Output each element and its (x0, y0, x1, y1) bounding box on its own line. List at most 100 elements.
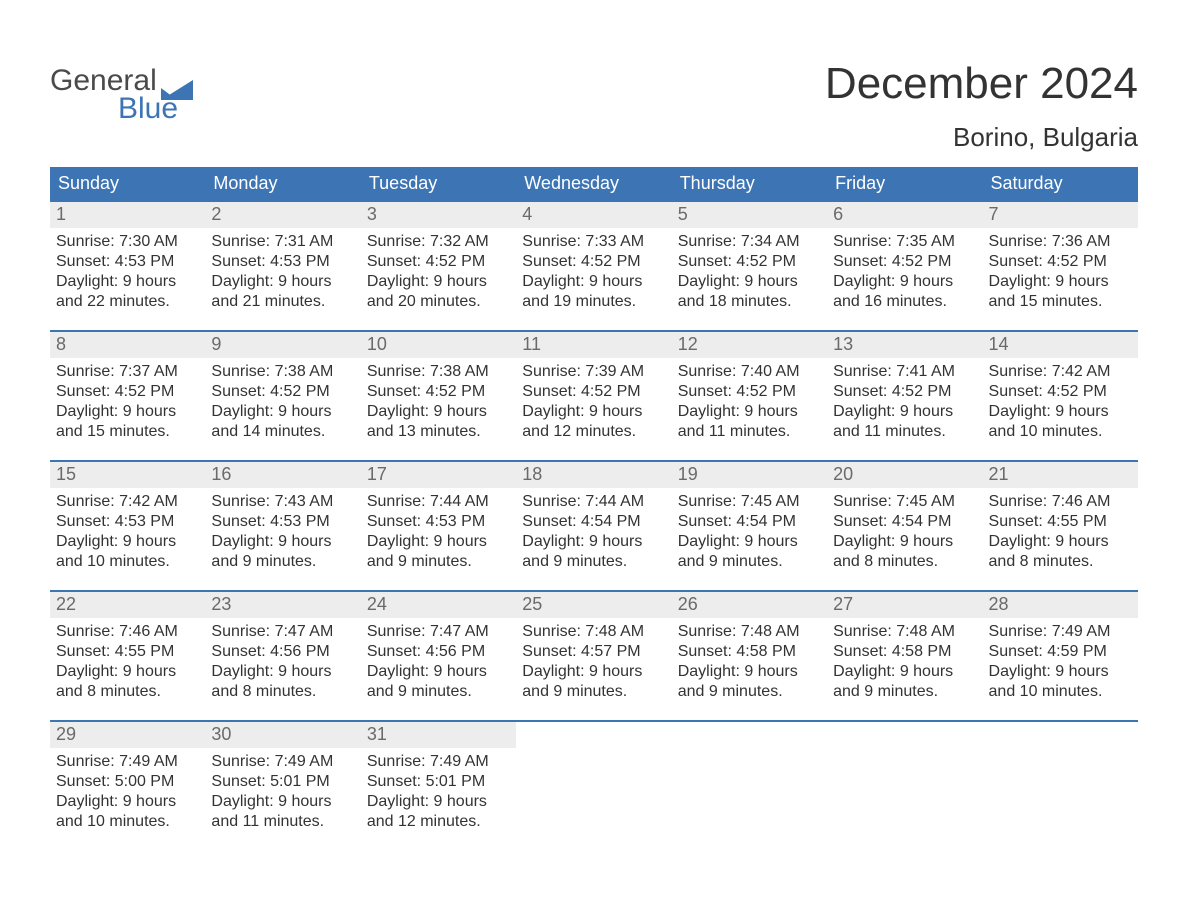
sunset-line: Sunset: 4:56 PM (367, 642, 510, 662)
day-number: 28 (983, 592, 1138, 618)
sunrise-line: Sunrise: 7:35 AM (833, 232, 976, 252)
sunset-line: Sunset: 5:00 PM (56, 772, 199, 792)
sunrise-line: Sunrise: 7:47 AM (367, 622, 510, 642)
daylight-line: Daylight: 9 hours and 20 minutes. (367, 272, 510, 312)
day-number: 14 (983, 332, 1138, 358)
sunset-line: Sunset: 4:52 PM (367, 252, 510, 272)
calendar-cell: 12Sunrise: 7:40 AMSunset: 4:52 PMDayligh… (672, 331, 827, 461)
daylight-line: Daylight: 9 hours and 9 minutes. (678, 532, 821, 572)
day-details: Sunrise: 7:46 AMSunset: 4:55 PMDaylight:… (50, 618, 205, 708)
sunset-line: Sunset: 4:56 PM (211, 642, 354, 662)
calendar-cell: 23Sunrise: 7:47 AMSunset: 4:56 PMDayligh… (205, 591, 360, 721)
sunset-line: Sunset: 4:52 PM (522, 252, 665, 272)
flag-icon (161, 76, 193, 96)
daylight-line: Daylight: 9 hours and 10 minutes. (989, 662, 1132, 702)
daylight-line: Daylight: 9 hours and 14 minutes. (211, 402, 354, 442)
calendar-cell: 1Sunrise: 7:30 AMSunset: 4:53 PMDaylight… (50, 201, 205, 331)
calendar-cell: 26Sunrise: 7:48 AMSunset: 4:58 PMDayligh… (672, 591, 827, 721)
day-number: 11 (516, 332, 671, 358)
sunrise-line: Sunrise: 7:37 AM (56, 362, 199, 382)
calendar-cell: 10Sunrise: 7:38 AMSunset: 4:52 PMDayligh… (361, 331, 516, 461)
day-details: Sunrise: 7:49 AMSunset: 5:00 PMDaylight:… (50, 748, 205, 838)
sunrise-line: Sunrise: 7:48 AM (833, 622, 976, 642)
day-details: Sunrise: 7:44 AMSunset: 4:53 PMDaylight:… (361, 488, 516, 578)
day-number: 3 (361, 202, 516, 228)
day-details: Sunrise: 7:40 AMSunset: 4:52 PMDaylight:… (672, 358, 827, 448)
calendar-cell: 21Sunrise: 7:46 AMSunset: 4:55 PMDayligh… (983, 461, 1138, 591)
sunset-line: Sunset: 4:54 PM (522, 512, 665, 532)
day-number: 7 (983, 202, 1138, 228)
calendar-cell: 3Sunrise: 7:32 AMSunset: 4:52 PMDaylight… (361, 201, 516, 331)
day-details: Sunrise: 7:36 AMSunset: 4:52 PMDaylight:… (983, 228, 1138, 318)
sunrise-line: Sunrise: 7:38 AM (367, 362, 510, 382)
page-title: December 2024 (825, 60, 1138, 108)
day-details: Sunrise: 7:37 AMSunset: 4:52 PMDaylight:… (50, 358, 205, 448)
calendar-cell: 18Sunrise: 7:44 AMSunset: 4:54 PMDayligh… (516, 461, 671, 591)
day-details: Sunrise: 7:35 AMSunset: 4:52 PMDaylight:… (827, 228, 982, 318)
sunset-line: Sunset: 4:58 PM (678, 642, 821, 662)
sunrise-line: Sunrise: 7:42 AM (989, 362, 1132, 382)
calendar-cell: 31Sunrise: 7:49 AMSunset: 5:01 PMDayligh… (361, 721, 516, 850)
daylight-line: Daylight: 9 hours and 9 minutes. (522, 662, 665, 702)
sunset-line: Sunset: 4:52 PM (678, 252, 821, 272)
daylight-line: Daylight: 9 hours and 8 minutes. (56, 662, 199, 702)
daylight-line: Daylight: 9 hours and 19 minutes. (522, 272, 665, 312)
calendar-cell: 9Sunrise: 7:38 AMSunset: 4:52 PMDaylight… (205, 331, 360, 461)
day-details: Sunrise: 7:48 AMSunset: 4:57 PMDaylight:… (516, 618, 671, 708)
day-details: Sunrise: 7:48 AMSunset: 4:58 PMDaylight:… (672, 618, 827, 708)
sunset-line: Sunset: 4:52 PM (989, 252, 1132, 272)
daylight-line: Daylight: 9 hours and 11 minutes. (211, 792, 354, 832)
daylight-line: Daylight: 9 hours and 9 minutes. (522, 532, 665, 572)
sunset-line: Sunset: 4:55 PM (989, 512, 1132, 532)
day-details: Sunrise: 7:45 AMSunset: 4:54 PMDaylight:… (827, 488, 982, 578)
daylight-line: Daylight: 9 hours and 10 minutes. (56, 532, 199, 572)
sunrise-line: Sunrise: 7:33 AM (522, 232, 665, 252)
daylight-line: Daylight: 9 hours and 9 minutes. (367, 532, 510, 572)
day-details: Sunrise: 7:43 AMSunset: 4:53 PMDaylight:… (205, 488, 360, 578)
calendar-cell: 29Sunrise: 7:49 AMSunset: 5:00 PMDayligh… (50, 721, 205, 850)
daylight-line: Daylight: 9 hours and 15 minutes. (989, 272, 1132, 312)
sunrise-line: Sunrise: 7:39 AM (522, 362, 665, 382)
daylight-line: Daylight: 9 hours and 8 minutes. (211, 662, 354, 702)
day-header: Sunday (50, 167, 205, 201)
calendar-cell: 7Sunrise: 7:36 AMSunset: 4:52 PMDaylight… (983, 201, 1138, 331)
calendar-cell: 28Sunrise: 7:49 AMSunset: 4:59 PMDayligh… (983, 591, 1138, 721)
header-row: General Blue December 2024 Borino, Bulga… (50, 60, 1138, 153)
day-details: Sunrise: 7:42 AMSunset: 4:52 PMDaylight:… (983, 358, 1138, 448)
daylight-line: Daylight: 9 hours and 8 minutes. (833, 532, 976, 572)
sunrise-line: Sunrise: 7:47 AM (211, 622, 354, 642)
day-number: 30 (205, 722, 360, 748)
calendar-cell: 11Sunrise: 7:39 AMSunset: 4:52 PMDayligh… (516, 331, 671, 461)
sunset-line: Sunset: 4:52 PM (211, 382, 354, 402)
sunrise-line: Sunrise: 7:48 AM (522, 622, 665, 642)
sunrise-line: Sunrise: 7:44 AM (367, 492, 510, 512)
day-number: 25 (516, 592, 671, 618)
sunrise-line: Sunrise: 7:40 AM (678, 362, 821, 382)
day-number: 29 (50, 722, 205, 748)
calendar-cell: 27Sunrise: 7:48 AMSunset: 4:58 PMDayligh… (827, 591, 982, 721)
daylight-line: Daylight: 9 hours and 15 minutes. (56, 402, 199, 442)
day-number: 16 (205, 462, 360, 488)
sunset-line: Sunset: 4:53 PM (56, 512, 199, 532)
day-details: Sunrise: 7:48 AMSunset: 4:58 PMDaylight:… (827, 618, 982, 708)
day-details: Sunrise: 7:30 AMSunset: 4:53 PMDaylight:… (50, 228, 205, 318)
calendar-cell: 13Sunrise: 7:41 AMSunset: 4:52 PMDayligh… (827, 331, 982, 461)
day-number: 20 (827, 462, 982, 488)
calendar-cell: 2Sunrise: 7:31 AMSunset: 4:53 PMDaylight… (205, 201, 360, 331)
day-details: Sunrise: 7:41 AMSunset: 4:52 PMDaylight:… (827, 358, 982, 448)
calendar-cell: 17Sunrise: 7:44 AMSunset: 4:53 PMDayligh… (361, 461, 516, 591)
sunset-line: Sunset: 5:01 PM (367, 772, 510, 792)
day-details: Sunrise: 7:33 AMSunset: 4:52 PMDaylight:… (516, 228, 671, 318)
sunrise-line: Sunrise: 7:34 AM (678, 232, 821, 252)
sunset-line: Sunset: 4:53 PM (56, 252, 199, 272)
page-subtitle: Borino, Bulgaria (825, 122, 1138, 153)
calendar-cell: 15Sunrise: 7:42 AMSunset: 4:53 PMDayligh… (50, 461, 205, 591)
sunrise-line: Sunrise: 7:46 AM (989, 492, 1132, 512)
day-header: Wednesday (516, 167, 671, 201)
day-header: Monday (205, 167, 360, 201)
day-details: Sunrise: 7:31 AMSunset: 4:53 PMDaylight:… (205, 228, 360, 318)
sunset-line: Sunset: 4:54 PM (833, 512, 976, 532)
calendar-cell: 30Sunrise: 7:49 AMSunset: 5:01 PMDayligh… (205, 721, 360, 850)
sunrise-line: Sunrise: 7:45 AM (833, 492, 976, 512)
sunset-line: Sunset: 4:55 PM (56, 642, 199, 662)
